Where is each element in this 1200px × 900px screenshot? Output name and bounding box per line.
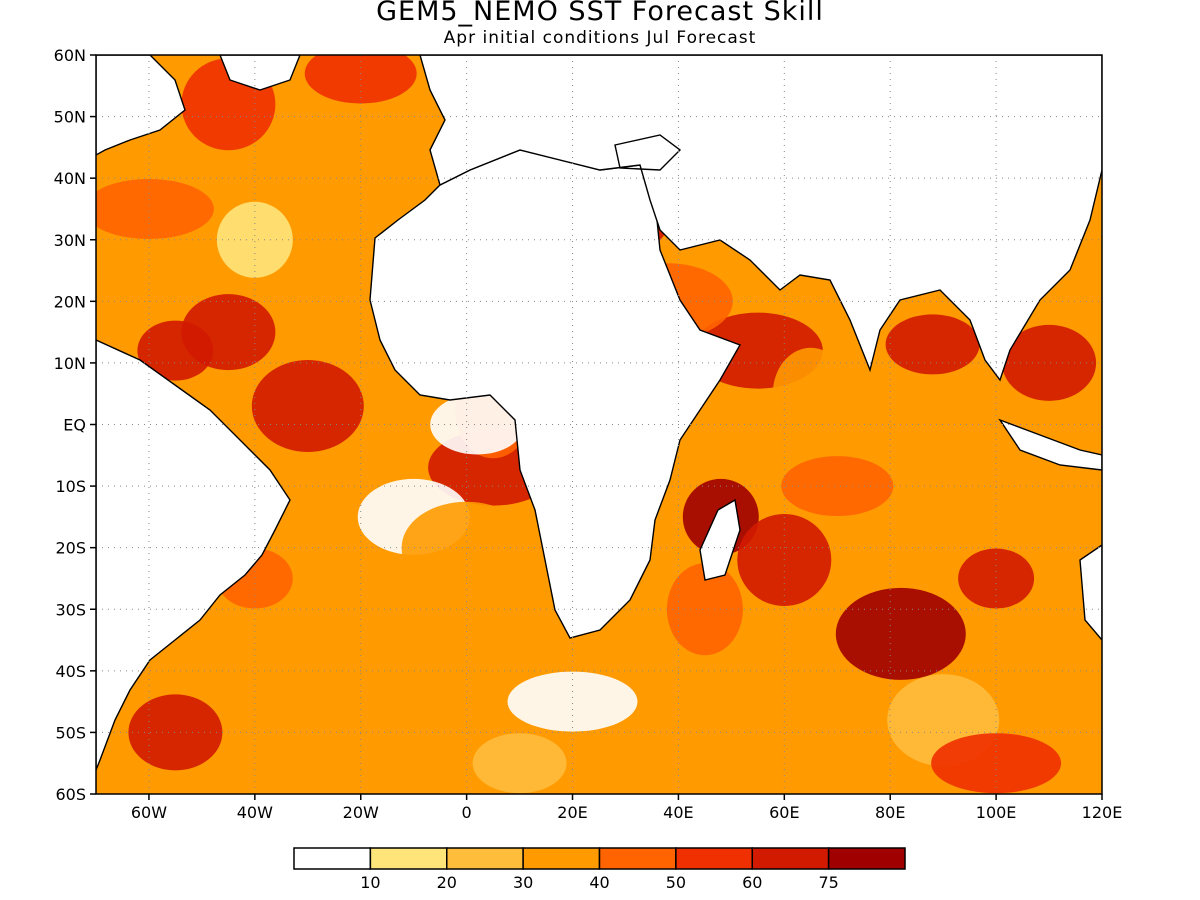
colorbar-label: 40 — [589, 873, 609, 892]
lat-tick-label: 20N — [54, 292, 86, 311]
colorbar-label: 75 — [818, 873, 838, 892]
colorbar-swatch — [675, 847, 754, 870]
colorbar-swatch — [598, 847, 677, 870]
skill-region — [1002, 324, 1097, 401]
colorbar-swatch — [522, 847, 601, 870]
skill-region — [128, 694, 223, 771]
colorbar-label: 30 — [513, 873, 533, 892]
lat-tick-label: EQ — [63, 416, 86, 435]
lon-tick-label: 40E — [663, 803, 693, 822]
lat-tick-label: 50S — [55, 723, 86, 742]
colorbar-swatch — [827, 847, 906, 870]
skill-region — [472, 733, 567, 794]
skill-region — [278, 624, 391, 717]
skill-region — [181, 294, 276, 371]
colorbar-label: 10 — [360, 873, 380, 892]
map-subtitle: Apr initial conditions Jul Forecast — [443, 28, 757, 48]
skill-region — [96, 179, 214, 239]
skill-region — [772, 347, 849, 440]
lon-tick-label: 20W — [343, 803, 379, 822]
colorbar-label: 50 — [666, 873, 686, 892]
skill-region — [835, 587, 966, 680]
lon-tick-label: 120E — [1082, 803, 1123, 822]
black-sea — [614, 134, 682, 171]
lat-tick-label: 10S — [55, 477, 86, 496]
colorbar-swatch — [446, 847, 524, 870]
colorbar-swatch — [751, 847, 830, 870]
madagascar-landmass — [699, 498, 741, 581]
lon-tick-label: 100E — [976, 803, 1017, 822]
skill-region — [507, 671, 638, 732]
skill-region — [430, 394, 525, 455]
north-america-landmass — [96, 55, 186, 156]
land-masses — [96, 55, 1102, 771]
greenland-landmass — [219, 55, 301, 91]
lon-tick-label: 60W — [131, 803, 167, 822]
colorbar-label: 60 — [742, 873, 762, 892]
lat-tick-label: 30N — [54, 231, 86, 250]
lon-tick-label: 20E — [557, 803, 587, 822]
lon-tick-label: 80E — [875, 803, 905, 822]
map-axes: 60N 50N 40N 30N 20N 10N EQ 10S 20S 30S 40S 50S 60S 60… — [54, 46, 1123, 822]
colorbar: 10 20 30 40 50 60 75 — [293, 847, 906, 892]
lat-tick-label: 40S — [55, 662, 86, 681]
lat-tick-label: 20S — [55, 539, 86, 558]
lat-tick-label: 60N — [54, 46, 86, 65]
indonesia-landmass — [998, 418, 1102, 471]
colorbar-swatch — [369, 847, 448, 870]
europe-asia-landmass — [419, 55, 1102, 382]
lat-tick-label: 30S — [55, 600, 86, 619]
lat-tick-label: 10N — [54, 354, 86, 373]
lon-tick-label: 40W — [237, 803, 273, 822]
lon-tick-label: 60E — [769, 803, 799, 822]
lon-tick-label: 0 — [462, 803, 472, 822]
lat-tick-label: 60S — [55, 785, 86, 804]
south-america-landmass — [96, 339, 291, 771]
skill-region — [251, 360, 364, 452]
skill-region — [885, 314, 980, 375]
skill-region — [887, 417, 1000, 494]
skill-region — [781, 456, 894, 517]
lat-tick-label: 50N — [54, 108, 86, 127]
australia-landmass — [1079, 544, 1102, 642]
skill-region — [666, 563, 743, 656]
colorbar-label: 20 — [437, 873, 457, 892]
lat-tick-label: 40N — [54, 169, 86, 188]
skill-region — [958, 548, 1035, 609]
map-title: GEM5_NEMO SST Forecast Skill — [376, 0, 824, 27]
skill-region — [216, 201, 293, 278]
colorbar-swatch — [293, 847, 372, 870]
